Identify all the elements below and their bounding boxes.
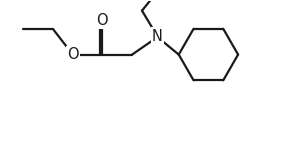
Text: O: O	[67, 47, 79, 62]
Text: O: O	[97, 13, 108, 28]
Text: N: N	[152, 29, 163, 44]
